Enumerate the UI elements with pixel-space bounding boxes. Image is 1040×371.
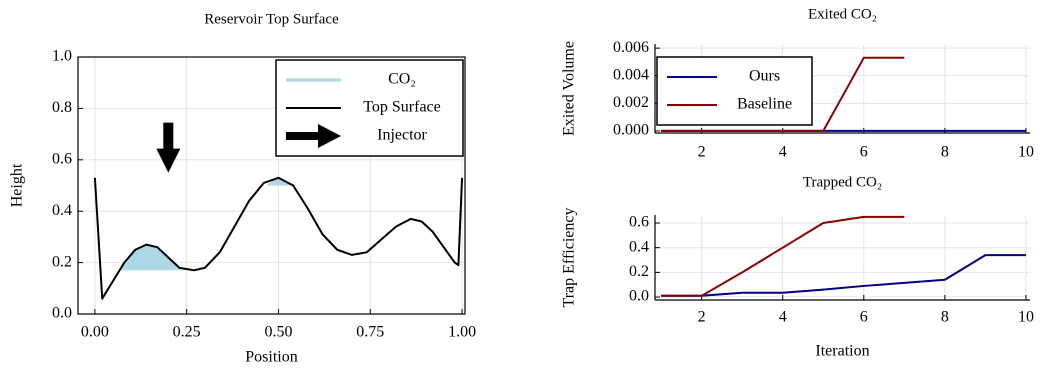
x-tick-label: 1.00 — [448, 324, 476, 341]
y-tick-label: 0.4 — [52, 202, 72, 219]
x-tick-label: 10 — [1018, 144, 1034, 161]
legend-label: Baseline — [737, 96, 792, 113]
chart-title: Trapped CO₂ — [803, 174, 882, 190]
y-tick-label: 0.0 — [52, 305, 72, 322]
y-tick-label: 0.002 — [613, 94, 649, 111]
x-tick-label: 6 — [860, 309, 868, 326]
y-axis-label: Height — [9, 163, 26, 207]
series-line — [661, 215, 905, 297]
x-axis-label: Iteration — [815, 343, 869, 360]
y-tick-label: 0.006 — [613, 39, 649, 56]
x-tick-label: 0.50 — [264, 324, 292, 341]
x-tick-label: 0.25 — [173, 324, 201, 341]
legend-box — [656, 56, 813, 126]
y-tick-label: 0.2 — [629, 263, 649, 280]
co2-area — [267, 177, 290, 186]
y-tick-label: 0.8 — [52, 99, 72, 116]
legend-label: Ours — [749, 68, 780, 85]
x-tick-label: 2 — [698, 309, 706, 326]
y-tick-label: 0.004 — [613, 66, 649, 83]
series-line — [93, 176, 464, 300]
x-tick-label: 0.75 — [356, 324, 384, 341]
plot-frame — [77, 56, 466, 315]
x-axis-label: Position — [245, 349, 297, 366]
x-tick-label: 2 — [698, 144, 706, 161]
x-tick-label: 4 — [779, 309, 787, 326]
co2-area — [118, 244, 191, 271]
x-tick-label: 8 — [941, 309, 949, 326]
chart-title: Exited CO₂ — [808, 6, 877, 22]
y-tick-label: 1.0 — [52, 48, 72, 65]
y-tick-label: 0.2 — [52, 253, 72, 270]
legend-label: Top Surface — [363, 99, 441, 116]
y-tick-label: 0.000 — [613, 122, 649, 139]
x-tick-label: 10 — [1018, 309, 1034, 326]
x-tick-label: 6 — [860, 144, 868, 161]
x-tick-label: 0.00 — [81, 324, 109, 341]
chart-title: Reservoir Top Surface — [204, 11, 339, 27]
y-axis-label: Trap Efficiency — [561, 208, 578, 308]
y-axis-label: Exited Volume — [561, 41, 578, 136]
y-tick-label: 0.6 — [52, 150, 72, 167]
series-line — [661, 254, 1026, 297]
legend-label: CO₂ — [388, 71, 416, 88]
x-tick-label: 8 — [941, 144, 949, 161]
legend-arrow — [286, 124, 341, 148]
legend-label: Injector — [377, 127, 427, 144]
x-tick-label: 4 — [779, 144, 787, 161]
y-tick-label: 0.0 — [629, 288, 649, 305]
y-tick-label: 0.6 — [629, 214, 649, 231]
y-tick-label: 0.4 — [629, 238, 649, 255]
injector-arrow — [156, 122, 181, 173]
series-line — [661, 56, 905, 132]
